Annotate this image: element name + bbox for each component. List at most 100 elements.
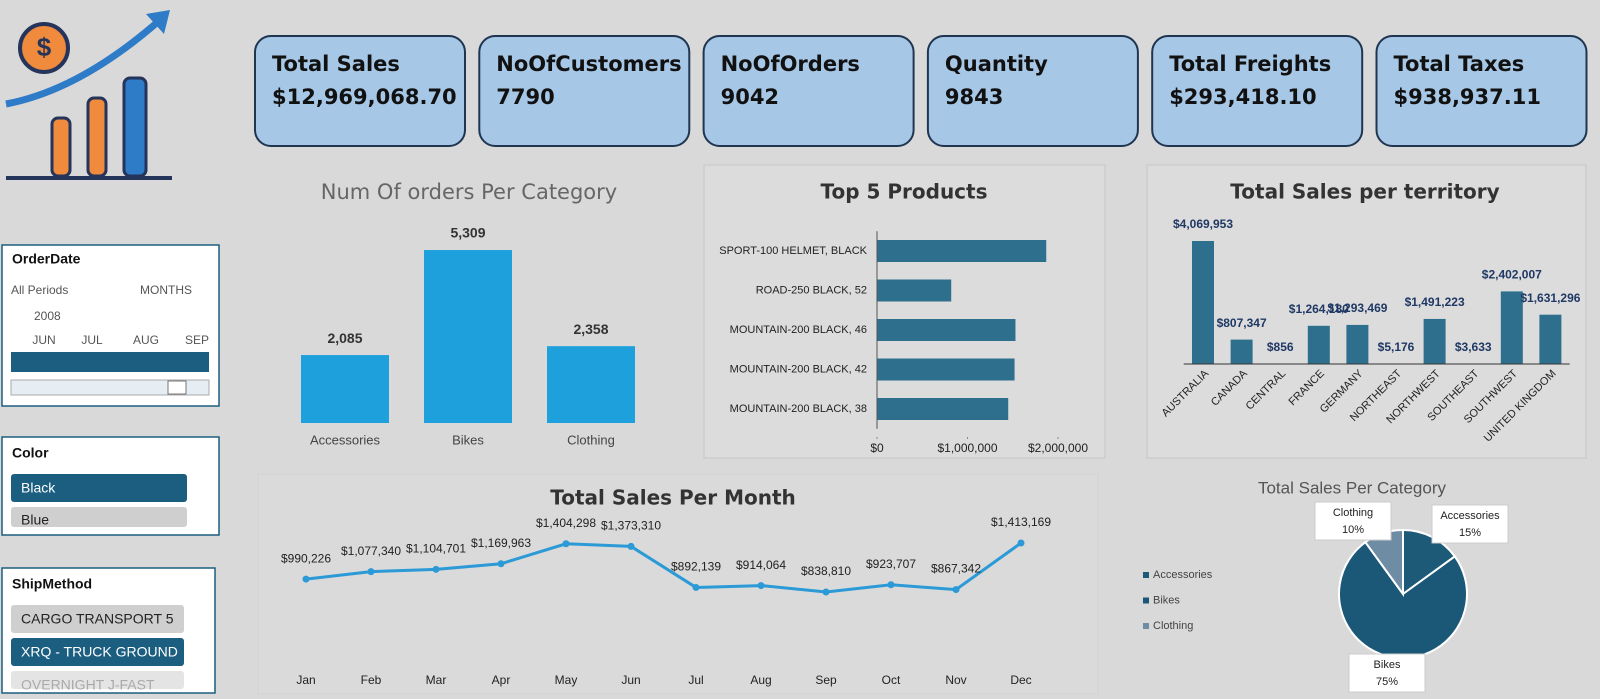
data-label: $4,069,953 [1173,217,1233,231]
x-tick-label: Dec [1010,673,1031,687]
x-tick-label: Clothing [567,432,615,447]
data-label-box [1348,653,1426,693]
slicer-item-label: Blue [21,512,49,528]
bar [424,250,512,423]
timeline-scroll[interactable] [10,379,210,396]
x-tick-label: Sep [815,673,837,687]
y-tick-label: MOUNTAIN-200 BLACK, 42 [730,363,867,375]
slicer-title: ShipMethod [12,576,92,592]
point [692,583,700,591]
kpi-title: Quantity [945,52,1048,76]
point [302,575,310,583]
data-label: Bikes [1374,659,1401,671]
data-label: $867,342 [931,562,981,576]
slicer-item[interactable] [11,507,187,527]
data-label: $1,631,296 [1520,291,1580,305]
bar [1192,241,1214,364]
logo: $ [5,10,172,180]
bar [877,398,1009,420]
chart-title: Num Of orders Per Category [321,180,617,204]
point [627,542,635,550]
slicer-month: SEP [185,333,209,347]
bar [1230,339,1253,364]
point [497,560,505,568]
legend-label: Bikes [1153,594,1180,606]
bar [877,279,952,302]
bar [1539,314,1562,364]
data-label: 2,358 [573,321,608,337]
bar [1346,324,1369,364]
x-tick-label: $1,000,000 [937,441,997,455]
y-tick-label: SPORT-100 HELMET, BLACK [719,245,867,257]
slicer-item[interactable] [11,671,184,689]
bar [547,346,635,423]
kpi-value: $938,937.11 [1394,85,1541,109]
y-tick-label: ROAD-250 BLACK, 52 [756,284,867,296]
x-tick-label: Jun [621,673,640,687]
kpi-title: Total Freights [1169,52,1331,76]
slicer-item-label: Black [21,480,56,496]
data-label: Accessories [1440,510,1500,522]
data-label: $914,064 [736,558,786,572]
chart-title: Total Sales per territory [1230,180,1499,204]
data-label: 15% [1459,527,1481,539]
slicer-item-label: OVERNIGHT J-FAST [21,677,155,693]
x-tick-label: $2,000,000 [1028,441,1088,455]
legend-label: Accessories [1153,569,1213,581]
data-label: $1,264,180 [1289,302,1349,316]
slicer-ship-method: ShipMethod CARGO TRANSPORT 5 XRQ - TRUCK… [1,567,216,694]
data-label: $1,293,469 [1327,301,1387,315]
slicer-month: AUG [133,333,159,347]
point [952,586,960,594]
legend-label: Clothing [1153,620,1193,632]
chart-panel [257,473,1099,695]
data-label: 2,085 [327,330,362,346]
svg-text:$: $ [37,32,52,62]
slicer-item-selected[interactable] [11,474,187,502]
x-tick-label: Aug [750,673,771,687]
point [432,565,440,573]
data-label: $1,169,963 [471,536,531,550]
slicer-item-label: XRQ - TRUCK GROUND [21,644,178,660]
kpi-card [702,35,915,147]
legend-swatch [1143,572,1149,578]
data-label: $5,176 [1378,340,1415,354]
slicer-month: JUN [32,333,55,347]
scroll-thumb[interactable] [167,380,187,395]
slicer-title: Color [12,445,49,461]
slicer-item[interactable] [11,605,184,633]
x-tick-label: Jul [688,673,703,687]
slicer-level[interactable]: MONTHS [140,283,192,297]
data-label-box [1314,501,1392,541]
slicer-period[interactable]: All Periods [11,283,68,297]
x-tick-label: Feb [361,673,382,687]
x-tick-label: $0 [870,441,884,455]
bar [1500,291,1523,364]
data-label: $1,373,310 [601,519,661,533]
kpi-value: $12,969,068.70 [272,85,457,109]
data-label: $990,226 [281,551,331,565]
x-tick-label: Apr [492,673,511,687]
point [887,581,895,589]
x-tick-label: Accessories [310,432,381,447]
x-tick-label: Oct [882,673,901,687]
slicer-item-selected[interactable] [11,638,184,666]
bar [301,355,389,423]
data-label: 5,309 [450,225,485,241]
data-label: $838,810 [801,564,851,578]
line [305,541,1022,594]
x-tick-label: Mar [426,673,447,687]
data-label: $1,491,223 [1405,295,1465,309]
slicer-color: Color Black Blue [1,436,220,536]
timeline-bar[interactable] [11,352,209,372]
x-tick-label: Bikes [452,432,484,447]
x-tick-label: Nov [945,673,966,687]
charts: Num Of orders Per Category 2,085 Accessori… [281,180,1581,693]
point [822,588,830,596]
point [562,540,570,548]
kpi-card [1151,35,1364,147]
data-label: $1,413,169 [991,515,1051,529]
bar [1423,318,1446,364]
kpi-title: Total Taxes [1394,52,1525,76]
